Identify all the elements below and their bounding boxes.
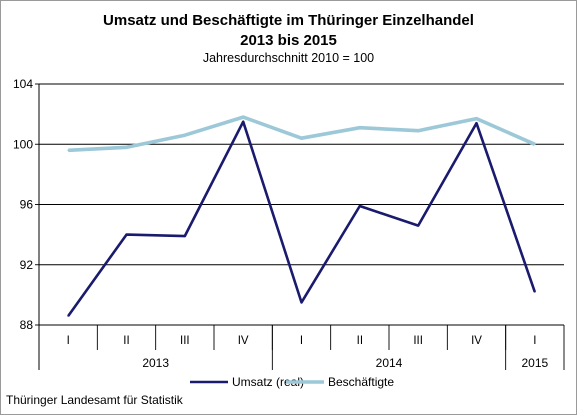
data-point [475, 122, 478, 124]
data-point [184, 235, 186, 237]
data-point [184, 134, 186, 137]
data-point [242, 120, 244, 123]
data-point [242, 116, 244, 118]
y-tick-label: 96 [20, 198, 34, 212]
data-point [417, 129, 419, 132]
y-tick-label: 100 [13, 137, 33, 151]
data-point [359, 126, 361, 129]
data-point [300, 137, 303, 140]
y-tick-label: 104 [13, 77, 33, 91]
x-tick-label: II [357, 335, 363, 347]
x-tick-label: I [67, 335, 70, 347]
data-point [125, 146, 128, 149]
x-tick-label: I [300, 335, 303, 347]
data-point [417, 224, 419, 227]
y-tick-label: 88 [20, 318, 34, 332]
year-label: 2015 [521, 356, 548, 370]
x-tick-label: IV [471, 335, 482, 347]
x-tick-label: II [123, 335, 129, 347]
x-tick-label: IV [238, 335, 249, 347]
x-tick-label: I [533, 335, 536, 347]
year-label: 2014 [376, 356, 403, 370]
x-tick-label: III [413, 335, 423, 347]
chart-title: Umsatz und Beschäftigte im Thüringer Ein… [103, 12, 474, 29]
data-point [359, 205, 361, 207]
data-point [534, 143, 536, 146]
year-label: 2013 [142, 356, 169, 370]
data-point [67, 149, 69, 152]
chart-title-line2: 2013 bis 2015 [240, 32, 337, 49]
data-point [125, 233, 128, 236]
y-tick-label: 92 [20, 258, 34, 272]
data-point [534, 291, 536, 293]
series-line-umsatz [67, 120, 537, 317]
source-footer: Thüringer Landesamt für Statistik [6, 393, 183, 407]
legend-label: Beschäftigte [328, 375, 394, 389]
x-tick-label: III [180, 335, 190, 347]
data-point [475, 117, 478, 120]
chart-subtitle: Jahresdurchschnitt 2010 = 100 [202, 51, 375, 65]
data-point [300, 301, 303, 304]
data-point [67, 315, 69, 317]
legend-label: Umsatz (real) [232, 375, 304, 389]
